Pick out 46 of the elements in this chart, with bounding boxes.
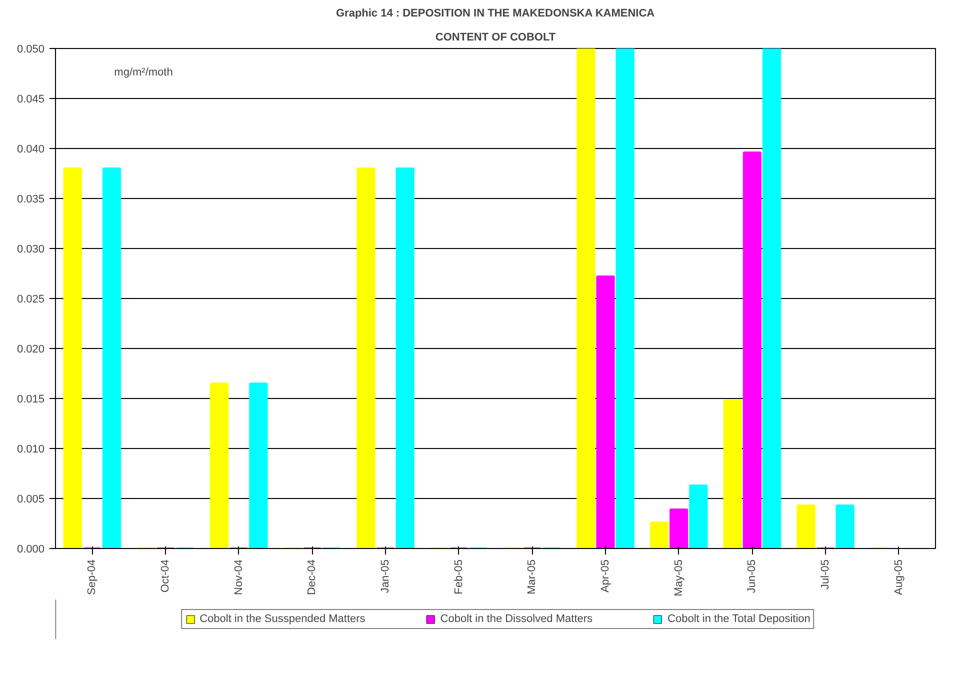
y-tick-label: 0.015 (16, 394, 45, 406)
bar (796, 504, 816, 548)
chart-subtitle: CONTENT OF COBOLT (435, 32, 556, 44)
x-tick-label: Dec-04 (306, 559, 318, 595)
x-tick-label: Sep-04 (86, 559, 98, 595)
bar (689, 484, 708, 548)
x-tick-label: Nov-04 (232, 559, 245, 595)
bar (596, 276, 615, 548)
x-tick-label: Oct-04 (160, 559, 172, 593)
bar (356, 168, 376, 548)
bar (102, 168, 122, 548)
y-tick-label: 0.025 (16, 294, 45, 306)
bar (210, 382, 229, 548)
x-tick-label: Feb-05 (452, 559, 465, 594)
y-tick-label: 0.000 (16, 544, 45, 556)
bar (762, 48, 782, 548)
bar (396, 168, 414, 548)
y-tick-label: 0.035 (16, 194, 45, 206)
x-tick-label: Apr-05 (600, 559, 612, 593)
y-tick-label: 0.050 (16, 44, 45, 56)
bar (836, 504, 854, 548)
y-tick-label: 0.040 (16, 144, 45, 156)
chart-title: Graphic 14 : DEPOSITION IN THE MAKEDONSKA KAMENICA (336, 8, 655, 20)
legend-label: Cobolt in the Dissolved Matters (440, 613, 593, 625)
legend-label: Cobolt in the Total Deposition (668, 613, 810, 625)
y-tick-label: 0.045 (16, 94, 45, 106)
legend-label: Cobolt in the Susspended Matters (200, 613, 366, 625)
y-tick-label: 0.010 (16, 444, 45, 456)
annotation: mg/m²/moth (114, 66, 173, 78)
bar (742, 152, 762, 548)
bar (670, 508, 688, 548)
bar (616, 48, 634, 548)
x-tick-label: Jul-05 (820, 559, 832, 590)
y-tick-label: 0.020 (16, 344, 45, 356)
x-tick-label: May-05 (672, 559, 685, 596)
x-tick-label: Jun-05 (746, 559, 758, 594)
y-tick-label: 0.030 (16, 244, 45, 256)
bar (63, 168, 82, 548)
x-tick-label: Jan-05 (380, 559, 392, 594)
bar (576, 48, 596, 548)
bar (249, 382, 268, 548)
x-tick-label: Mar-05 (526, 560, 538, 594)
x-tick-label: Aug-05 (892, 559, 905, 595)
bar (650, 522, 669, 548)
y-tick-label: 0.005 (16, 494, 45, 506)
bar (723, 400, 742, 548)
